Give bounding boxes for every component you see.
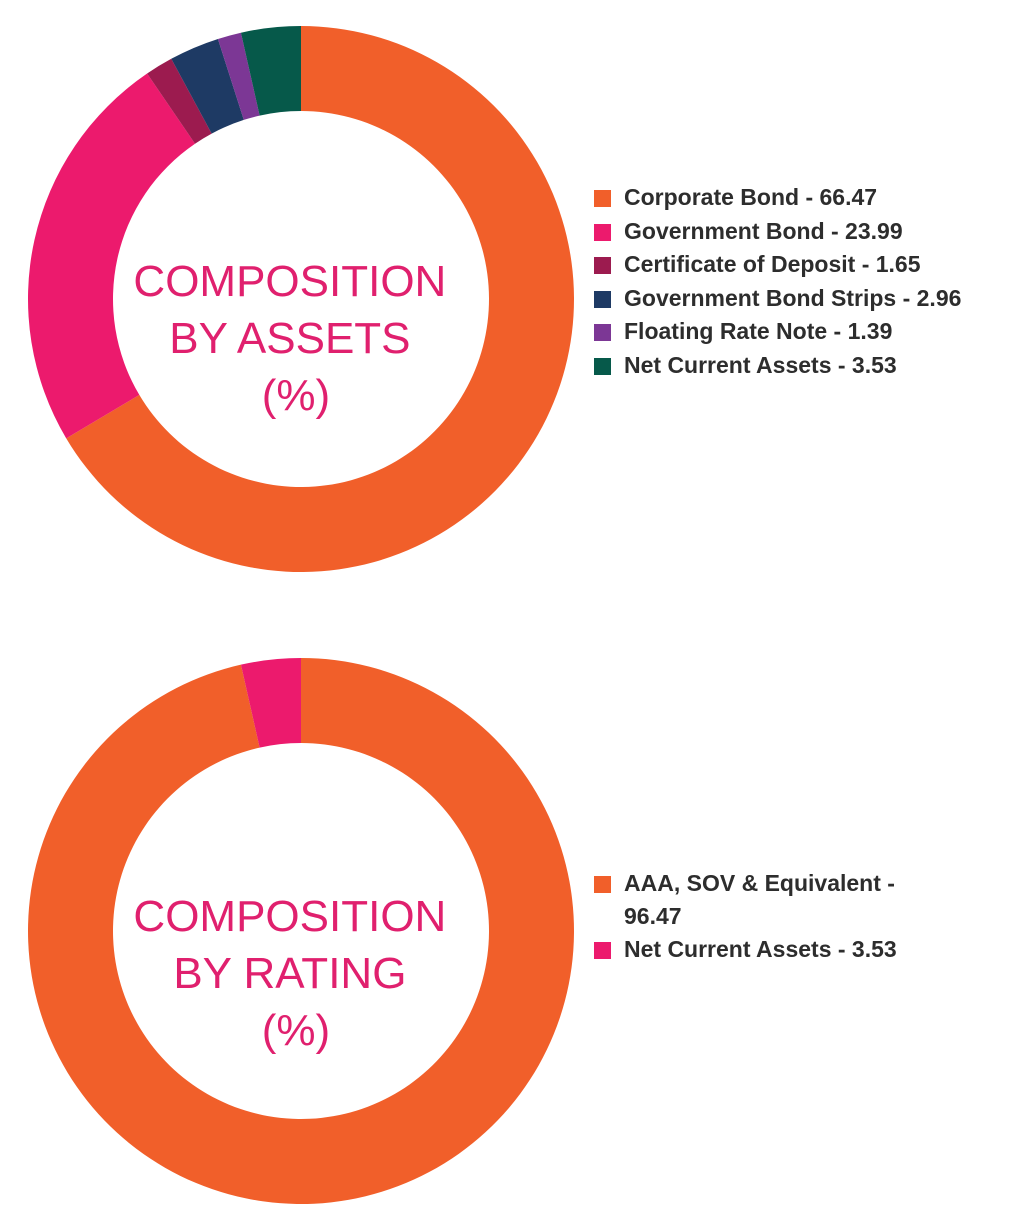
rating-legend: AAA, SOV & Equivalent - 96.47 Net Curren…: [594, 867, 1019, 966]
legend-swatch: [594, 324, 611, 341]
legend-label: Government Bond Strips - 2.96: [624, 284, 962, 311]
legend-label: Floating Rate Note - 1.39: [624, 318, 893, 344]
legend-label: Corporate Bond - 66.47: [624, 184, 878, 210]
slice-floating-rate-note: [217, 32, 260, 120]
legend-label: Net Current Assets - 3.53: [624, 936, 897, 962]
legend-item-government-bond-strips: Government Bond Strips - 2.96: [594, 282, 1019, 316]
legend-swatch: [594, 942, 611, 959]
legend-swatch: [594, 223, 611, 241]
slice-aaa-sov-and-equivalent: [28, 658, 575, 1204]
legend-swatch: [594, 190, 611, 207]
legend-label-line-1: AAA, SOV & Equivalent -: [624, 870, 895, 896]
slice-net-current-assets: [240, 658, 301, 748]
assets-legend: Corporate Bond - 66.47 Government Bond -…: [594, 181, 1019, 382]
slice-government-bond-strips: [171, 38, 244, 134]
legend-swatch: [594, 257, 611, 274]
assets-donut-slices: [28, 26, 574, 572]
slice-corporate-bond: [66, 26, 574, 572]
legend-item-floating-rate-note: Floating Rate Note - 1.39: [594, 315, 1019, 349]
rating-donut-slices: [28, 658, 575, 1204]
slice-certificate-of-deposit: [147, 58, 212, 144]
legend-label: Net Current Assets - 3.53: [624, 351, 897, 378]
legend-label: Certificate of Deposit - 1.65: [624, 251, 921, 277]
legend-label: Government Bond - 23.99: [624, 217, 903, 244]
rating-title-line-2: BY RATING: [173, 949, 406, 998]
legend-label-line-2: 96.47: [624, 903, 682, 929]
assets-donut: COMPOSITION BY ASSETS (%): [28, 26, 574, 572]
composition-by-rating-chart: COMPOSITION BY RATING (%): [0, 630, 1028, 1225]
rating-donut: COMPOSITION BY RATING (%): [28, 658, 575, 1204]
assets-title-line-1: COMPOSITION: [133, 257, 446, 306]
legend-swatch: [594, 357, 611, 375]
slice-net-current-assets: [240, 26, 301, 116]
assets-title-line-2: BY ASSETS: [169, 314, 410, 363]
legend-item-aaa-sov-equivalent: AAA, SOV & Equivalent - 96.47: [594, 867, 1019, 933]
rating-title-line-3: (%): [262, 1006, 330, 1055]
slice-government-bond: [28, 73, 196, 439]
rating-title-line-1: COMPOSITION: [133, 892, 446, 941]
legend-item-net-current-assets-rating: Net Current Assets - 3.53: [594, 933, 1019, 966]
legend-swatch: [594, 290, 611, 308]
composition-by-assets-chart: COMPOSITION BY ASSETS (%): [0, 0, 1028, 600]
rating-center-title: COMPOSITION BY RATING (%): [133, 892, 458, 1055]
legend-item-certificate-of-deposit: Certificate of Deposit - 1.65: [594, 248, 1019, 282]
legend-item-corporate-bond: Corporate Bond - 66.47: [594, 181, 1019, 215]
assets-center-title: COMPOSITION BY ASSETS (%): [133, 257, 458, 420]
legend-item-net-current-assets: Net Current Assets - 3.53: [594, 349, 1019, 383]
legend-swatch: [594, 876, 611, 893]
assets-title-line-3: (%): [262, 371, 330, 420]
legend-item-government-bond: Government Bond - 23.99: [594, 215, 1019, 249]
